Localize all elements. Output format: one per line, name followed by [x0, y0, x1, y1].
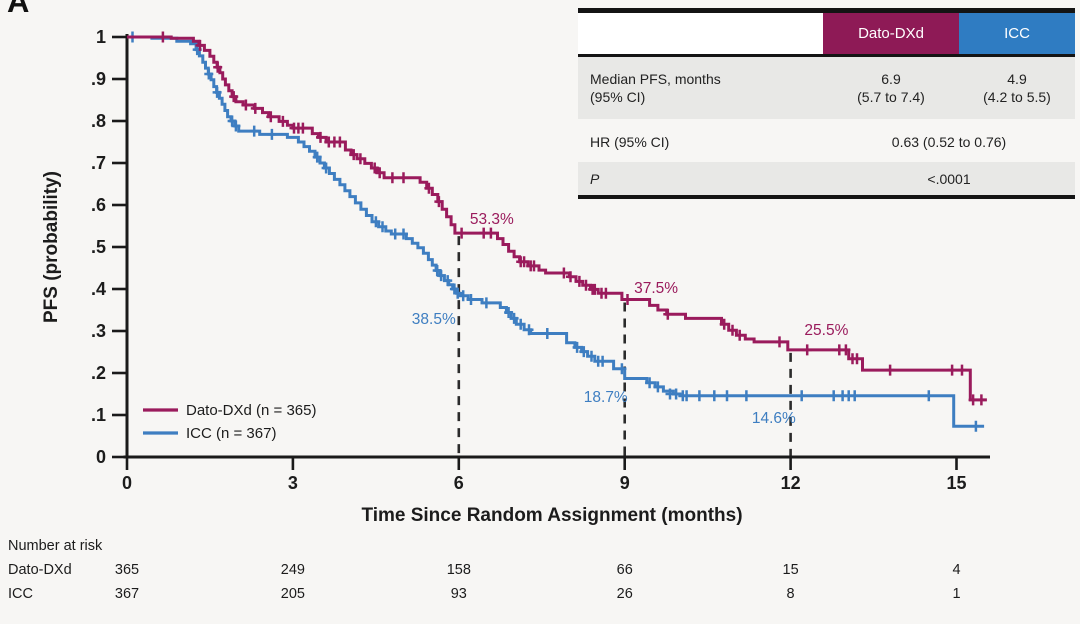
annotation-38.5%: 38.5% — [412, 311, 456, 328]
censor-marks-dato — [158, 31, 986, 406]
x-tick-label: 6 — [454, 473, 464, 493]
median-pfs-dato-value-line1: 6.9 — [881, 71, 901, 87]
y-tick-label: .7 — [91, 153, 106, 173]
risk-table-title: Number at risk — [8, 538, 103, 554]
median-pfs-icc-ci: (4.2 to 5.5) — [983, 89, 1051, 105]
risk-count: 15 — [783, 562, 799, 578]
x-tick-label: 0 — [122, 473, 132, 493]
risk-count: 8 — [787, 586, 795, 602]
risk-count: 66 — [617, 562, 633, 578]
risk-row-name-icc: ICC — [8, 586, 33, 602]
y-tick-label: .9 — [91, 69, 106, 89]
y-tick-label: 0 — [96, 447, 106, 467]
x-tick-label: 9 — [620, 473, 630, 493]
legend-label-dato: Dato-DXd (n = 365) — [186, 402, 316, 419]
stats-header-row: Dato-DXd ICC — [578, 13, 1075, 57]
risk-count: 367 — [115, 586, 139, 602]
risk-count: 1 — [952, 586, 960, 602]
median-pfs-dato-ci: (5.7 to 7.4) — [857, 89, 925, 105]
risk-count: 26 — [617, 586, 633, 602]
median-pfs-row: Median PFS, months (95% CI) 6.9 (5.7 to … — [578, 57, 1075, 119]
annotation-18.7%: 18.7% — [584, 389, 628, 406]
risk-count: 205 — [281, 586, 305, 602]
x-tick-label: 15 — [946, 473, 966, 493]
y-axis-title: PFS (probability) — [41, 171, 62, 323]
y-tick-label: .3 — [91, 321, 106, 341]
legend-label-icc: ICC (n = 367) — [186, 425, 276, 442]
y-tick-label: .8 — [91, 111, 106, 131]
summary-stats-table: Dato-DXd ICC Median PFS, months (95% CI)… — [578, 8, 1075, 199]
median-pfs-label: Median PFS, months (95% CI) — [578, 70, 823, 106]
panel-label: A — [7, 0, 30, 19]
y-tick-label: .1 — [91, 405, 106, 425]
median-pfs-icc-value-line1: 4.9 — [1007, 71, 1027, 87]
hazard-ratio-row: HR (95% CI) 0.63 (0.52 to 0.76) — [578, 127, 1075, 156]
y-tick-label: .5 — [91, 237, 106, 257]
annotation-53.3%: 53.3% — [470, 211, 514, 228]
annotation-14.6%: 14.6% — [752, 410, 796, 427]
x-axis-title: Time Since Random Assignment (months) — [361, 505, 742, 526]
median-pfs-dato-value: 6.9 (5.7 to 7.4) — [823, 70, 959, 106]
x-tick-label: 3 — [288, 473, 298, 493]
hazard-ratio-value: 0.63 (0.52 to 0.76) — [891, 133, 1007, 150]
stats-header-spacer — [578, 13, 823, 54]
y-tick-label: .6 — [91, 195, 106, 215]
risk-count: 4 — [952, 562, 960, 578]
y-tick-label: .4 — [91, 279, 106, 299]
annotation-37.5%: 37.5% — [634, 280, 678, 297]
risk-count: 158 — [447, 562, 471, 578]
y-tick-label: .2 — [91, 363, 106, 383]
stats-header-icc: ICC — [959, 13, 1075, 54]
risk-row-name-dato: Dato-DXd — [8, 562, 72, 578]
p-value-label: P — [590, 170, 600, 187]
risk-count: 93 — [451, 586, 467, 602]
median-pfs-label-line1: Median PFS, months — [590, 71, 721, 87]
annotation-25.5%: 25.5% — [804, 322, 848, 339]
median-pfs-icc-value: 4.9 (4.2 to 5.5) — [959, 70, 1075, 106]
y-tick-label: 1 — [96, 27, 106, 47]
median-pfs-label-line2: (95% CI) — [590, 89, 646, 105]
risk-count: 249 — [281, 562, 305, 578]
p-value-row: P <.0001 — [578, 162, 1075, 195]
hazard-ratio-label: HR (95% CI) — [590, 133, 670, 150]
stats-header-dato-dxd: Dato-DXd — [823, 13, 959, 54]
risk-count: 365 — [115, 562, 139, 578]
p-value: <.0001 — [927, 170, 971, 187]
x-tick-label: 12 — [781, 473, 801, 493]
